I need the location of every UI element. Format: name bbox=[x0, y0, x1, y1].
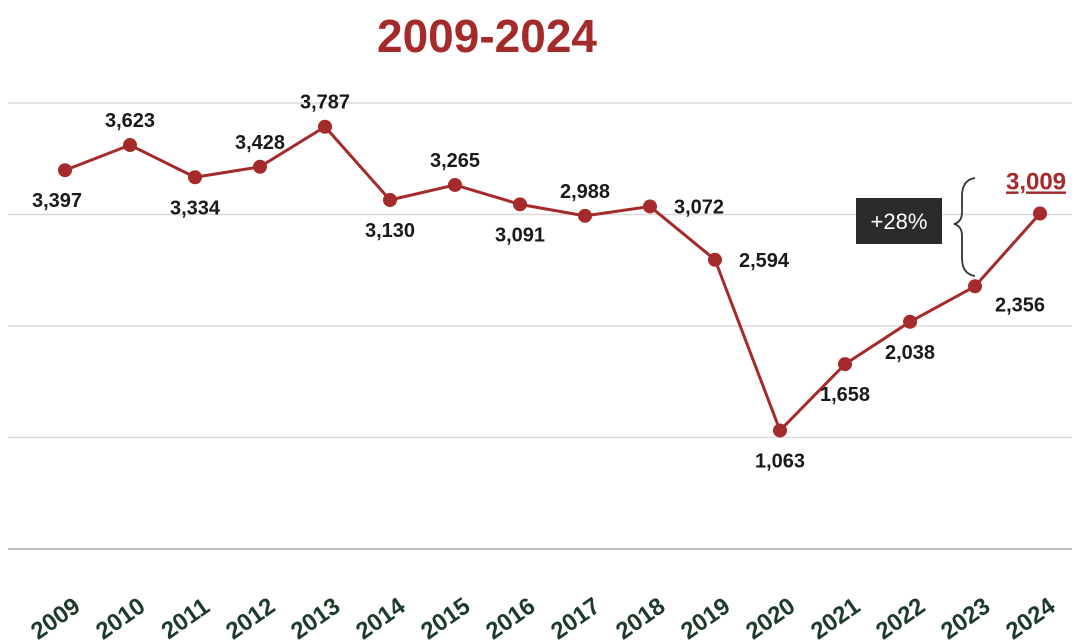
x-tick-2018: 2018 bbox=[611, 592, 670, 644]
data-point-2013 bbox=[318, 119, 332, 134]
x-tick-2017: 2017 bbox=[546, 592, 605, 644]
x-tick-2012: 2012 bbox=[221, 592, 280, 644]
data-label-2018: 3,072 bbox=[674, 196, 724, 218]
data-label-2010: 3,623 bbox=[105, 110, 155, 132]
data-label-2021: 1,658 bbox=[820, 384, 870, 406]
data-point-2019 bbox=[708, 252, 722, 267]
data-point-2014 bbox=[383, 193, 397, 208]
data-point-2015 bbox=[448, 177, 462, 192]
growth-annotation: +28% bbox=[856, 177, 976, 277]
x-tick-2009: 2009 bbox=[26, 592, 85, 644]
x-tick-2022: 2022 bbox=[871, 592, 930, 644]
data-labels: 3,397 3,623 3,334 3,428 3,787 3,130 3,265 3,091… bbox=[32, 92, 1066, 473]
data-point-2017 bbox=[578, 208, 592, 223]
data-point-2023 bbox=[968, 279, 982, 294]
x-tick-2024: 2024 bbox=[1001, 592, 1061, 644]
data-point-2016 bbox=[513, 197, 527, 212]
x-tick-2011: 2011 bbox=[157, 593, 215, 644]
chart-title: 2009-2024 bbox=[377, 10, 597, 62]
data-points bbox=[58, 119, 1047, 438]
x-axis-ticks: 2009 2010 2011 2012 2013 2014 2015 2016 2017 2018… bbox=[26, 592, 1061, 644]
data-label-2011: 3,334 bbox=[170, 197, 221, 219]
x-tick-2020: 2020 bbox=[741, 592, 800, 644]
data-label-2009: 3,397 bbox=[32, 190, 82, 212]
x-tick-2014: 2014 bbox=[351, 592, 411, 644]
x-tick-2010: 2010 bbox=[91, 592, 150, 644]
data-point-2021 bbox=[838, 357, 852, 372]
data-point-2012 bbox=[253, 159, 267, 174]
annotation-box bbox=[856, 198, 942, 244]
data-label-2015: 3,265 bbox=[430, 150, 480, 172]
data-point-2022 bbox=[903, 314, 917, 329]
x-tick-2016: 2016 bbox=[481, 592, 540, 644]
x-tick-2015: 2015 bbox=[416, 592, 475, 644]
annotation-brace bbox=[953, 177, 976, 277]
series-line bbox=[64, 125, 1042, 432]
data-point-2009 bbox=[58, 163, 72, 178]
data-point-2018 bbox=[643, 199, 657, 214]
x-tick-2021: 2021 bbox=[806, 592, 865, 644]
series-line-path bbox=[64, 125, 1042, 432]
data-label-2023: 2,356 bbox=[995, 294, 1045, 316]
annotation-text: +28% bbox=[871, 209, 928, 234]
data-label-2014: 3,130 bbox=[365, 220, 415, 242]
data-label-2024: 3,009 bbox=[1006, 168, 1066, 195]
x-tick-2013: 2013 bbox=[286, 592, 345, 644]
data-point-2010 bbox=[123, 138, 137, 153]
data-label-2016: 3,091 bbox=[495, 224, 545, 246]
data-label-2012: 3,428 bbox=[235, 132, 285, 154]
data-label-2022: 2,038 bbox=[885, 342, 935, 364]
data-point-2020 bbox=[773, 423, 787, 438]
data-label-2020: 1,063 bbox=[755, 450, 805, 472]
data-label-2019: 2,594 bbox=[739, 250, 790, 272]
data-point-2011 bbox=[188, 170, 202, 185]
data-point-2024 bbox=[1033, 206, 1047, 221]
x-tick-2019: 2019 bbox=[676, 592, 735, 644]
data-label-2017: 2,988 bbox=[560, 181, 610, 203]
x-tick-2023: 2023 bbox=[936, 592, 995, 644]
data-label-2013: 3,787 bbox=[300, 92, 350, 114]
